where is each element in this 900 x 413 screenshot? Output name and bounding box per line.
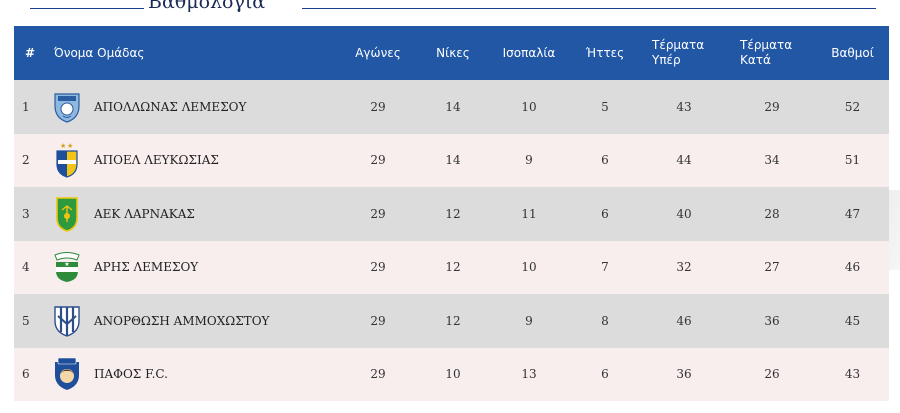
team-cell[interactable]: ΑΠΟΛΛΩΝΑΣ ΛΕΜΕΣΟΥ — [46, 80, 338, 134]
losses-cell: 6 — [601, 153, 609, 168]
aris-crest-icon: ★ — [50, 248, 84, 286]
table-row[interactable]: 2 ★ ★ ΑΠΟΕΛ ΛΕΥΚΩΣΙΑΣ 29 — [14, 133, 889, 188]
table-row[interactable]: 6 ΠΑΦΟΣ F.C. 29 10 13 6 — [14, 347, 889, 402]
goals-against-cell: 34 — [764, 153, 780, 168]
team-name[interactable]: ΠΑΦΟΣ F.C. — [94, 367, 168, 382]
team-name[interactable]: ΑΠΟΕΛ ΛΕΥΚΩΣΙΑΣ — [94, 153, 219, 168]
goals-against-cell: 29 — [764, 99, 780, 114]
background-decoration — [860, 190, 900, 270]
goals-for-cell: 32 — [676, 260, 692, 275]
played-cell: 29 — [370, 99, 386, 114]
aek-crest-icon — [50, 195, 84, 233]
team-cell[interactable]: ΑΝΟΡΘΩΣΗ ΑΜΜΟΧΩΣΤΟΥ — [46, 294, 338, 348]
svg-text:★: ★ — [60, 142, 66, 150]
team-cell[interactable]: ★ ★ ΑΠΟΕΛ ΛΕΥΚΩΣΙΑΣ — [46, 134, 338, 188]
draws-cell: 10 — [521, 260, 537, 275]
rank-cell: 2 — [22, 153, 30, 168]
played-cell: 29 — [370, 153, 386, 168]
points-cell: 51 — [844, 153, 861, 168]
losses-cell: 6 — [601, 206, 609, 221]
header-goals-against[interactable]: Τέρματα Κατά — [740, 38, 793, 67]
losses-cell: 8 — [601, 313, 609, 328]
goals-against-cell: 27 — [764, 260, 780, 275]
table-row[interactable]: 1 ΑΠΟΛΛΩΝΑΣ ΛΕΜΕΣΟΥ 29 14 10 — [14, 80, 889, 134]
header-draws[interactable]: Ισοπαλία — [502, 45, 556, 60]
draws-cell: 9 — [525, 313, 533, 328]
goals-for-cell: 46 — [676, 313, 692, 328]
draws-cell: 13 — [521, 367, 537, 382]
team-cell[interactable]: ★ ΑΡΗΣ ΛΕΜΕΣΟΥ — [46, 241, 338, 295]
team-cell[interactable]: ΠΑΦΟΣ F.C. — [46, 348, 338, 402]
points-cell: 45 — [844, 313, 861, 328]
apoel-crest-icon: ★ ★ — [50, 141, 84, 179]
draws-cell: 9 — [525, 153, 533, 168]
standings-table: # Όνομα Ομάδας Αγώνες Νίκες Ισοπαλία Ήττ… — [14, 26, 889, 401]
wins-cell: 12 — [445, 313, 461, 328]
rank-cell: 6 — [22, 367, 30, 382]
header-goals-for[interactable]: Τέρματα Υπέρ — [652, 38, 705, 67]
team-name[interactable]: ΑΠΟΛΛΩΝΑΣ ΛΕΜΕΣΟΥ — [94, 99, 247, 114]
section-header: Βαθμολογία — [30, 0, 876, 14]
team-name[interactable]: ΑΕΚ ΛΑΡΝΑΚΑΣ — [94, 206, 195, 221]
played-cell: 29 — [370, 367, 386, 382]
rank-cell: 3 — [22, 206, 30, 221]
header-wins[interactable]: Νίκες — [436, 45, 470, 60]
played-cell: 29 — [370, 206, 386, 221]
header-team[interactable]: Όνομα Ομάδας — [54, 45, 145, 60]
losses-cell: 6 — [601, 367, 609, 382]
rank-cell: 5 — [22, 313, 30, 328]
goals-for-cell: 43 — [676, 99, 692, 114]
wins-cell: 12 — [445, 260, 461, 275]
header-rank: # — [24, 45, 36, 60]
pafos-crest-icon — [50, 355, 84, 393]
table-row[interactable]: 5 ΑΝΟΡΘΩΣΗ ΑΜΜΟΧΩΣΤΟΥ 29 12 9 8 46 — [14, 294, 889, 348]
points-cell: 52 — [844, 99, 861, 114]
losses-cell: 5 — [601, 99, 609, 114]
title-divider-right — [302, 8, 876, 9]
goals-against-cell: 36 — [764, 313, 780, 328]
played-cell: 29 — [370, 313, 386, 328]
header-played[interactable]: Αγώνες — [355, 45, 401, 60]
header-points[interactable]: Βαθμοί — [831, 45, 874, 60]
goals-against-cell: 26 — [764, 367, 780, 382]
wins-cell: 14 — [445, 99, 461, 114]
anorthosis-crest-icon — [50, 302, 84, 340]
goals-against-cell: 28 — [764, 206, 780, 221]
svg-text:★: ★ — [64, 261, 69, 268]
team-cell[interactable]: ΑΕΚ ΛΑΡΝΑΚΑΣ — [46, 187, 338, 241]
points-cell: 43 — [844, 367, 861, 382]
losses-cell: 7 — [601, 260, 609, 275]
played-cell: 29 — [370, 260, 386, 275]
rank-cell: 1 — [22, 99, 30, 114]
table-header-row: # Όνομα Ομάδας Αγώνες Νίκες Ισοπαλία Ήττ… — [14, 26, 889, 80]
table-row[interactable]: 4 ★ ΑΡΗΣ ΛΕΜΕΣΟΥ 29 12 10 7 — [14, 240, 889, 295]
draws-cell: 11 — [521, 206, 537, 221]
points-cell: 46 — [844, 260, 861, 275]
goals-for-cell: 40 — [676, 206, 692, 221]
team-name[interactable]: ΑΡΗΣ ΛΕΜΕΣΟΥ — [94, 260, 199, 275]
section-title: Βαθμολογία — [148, 0, 266, 13]
goals-for-cell: 44 — [676, 153, 692, 168]
wins-cell: 14 — [445, 153, 461, 168]
points-cell: 47 — [844, 206, 861, 221]
header-losses[interactable]: Ήττες — [585, 45, 625, 60]
rank-cell: 4 — [22, 260, 30, 275]
team-name[interactable]: ΑΝΟΡΘΩΣΗ ΑΜΜΟΧΩΣΤΟΥ — [94, 313, 270, 328]
draws-cell: 10 — [521, 99, 537, 114]
table-row[interactable]: 3 ΑΕΚ ΛΑΡΝΑΚΑΣ 29 12 11 6 40 — [14, 187, 889, 241]
apollon-crest-icon — [50, 88, 84, 126]
title-divider-left — [30, 8, 144, 9]
svg-text:★: ★ — [67, 142, 73, 150]
wins-cell: 12 — [445, 206, 461, 221]
goals-for-cell: 36 — [676, 367, 692, 382]
wins-cell: 10 — [445, 367, 461, 382]
